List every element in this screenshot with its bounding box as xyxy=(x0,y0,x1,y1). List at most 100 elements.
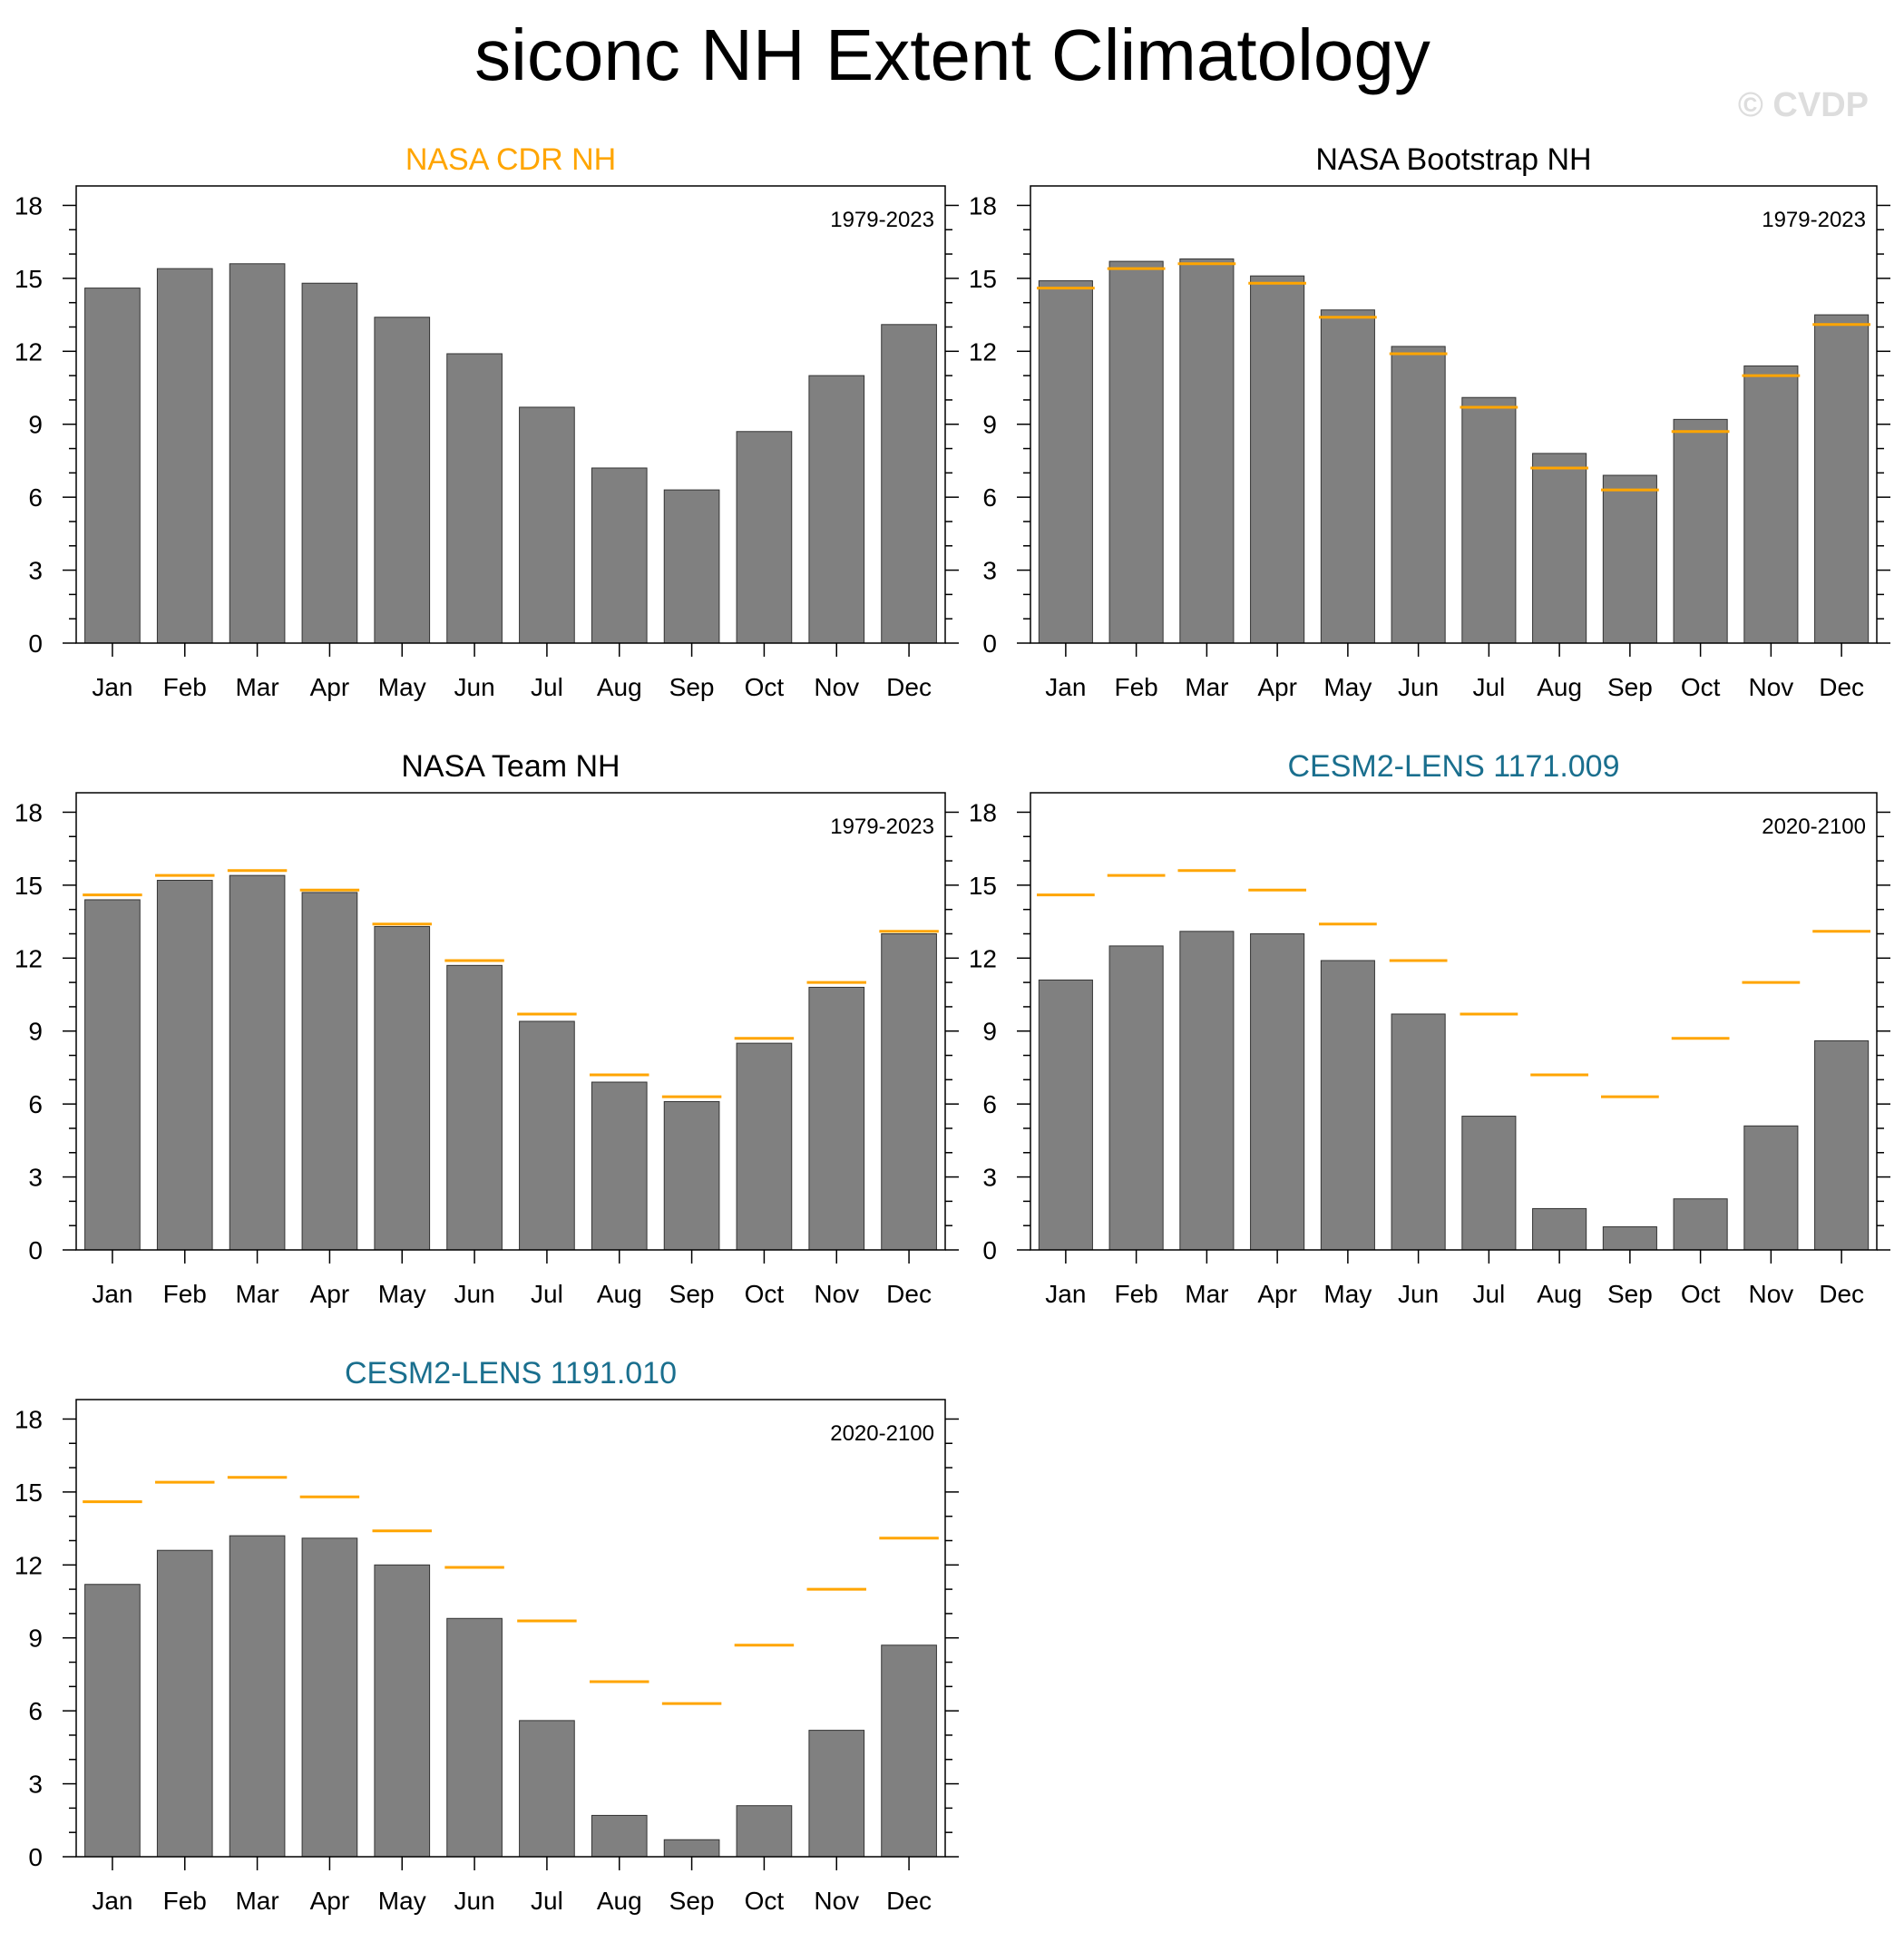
bar-apr xyxy=(301,892,358,1251)
y-tick-label: 15 xyxy=(969,265,997,293)
bar-aug xyxy=(591,1081,648,1251)
bar-jun xyxy=(446,1617,503,1858)
x-tick-label-feb: Feb xyxy=(163,1280,207,1308)
y-tick-label: 18 xyxy=(15,1405,43,1433)
bar-feb xyxy=(156,880,213,1251)
plot-frame xyxy=(75,1399,946,1858)
x-tick-label-jul: Jul xyxy=(531,673,563,701)
y-tick-label: 12 xyxy=(969,337,997,366)
period-label: 1979-2023 xyxy=(830,208,934,232)
x-tick-label-sep: Sep xyxy=(669,673,715,701)
bar-jul xyxy=(1461,1116,1517,1251)
bar-feb xyxy=(1108,945,1164,1251)
y-tick-label: 9 xyxy=(982,1018,997,1046)
bar-jun xyxy=(1391,346,1446,644)
y-tick-label: 9 xyxy=(982,411,997,439)
bar-aug xyxy=(1532,1207,1587,1251)
bar-sep xyxy=(663,1100,720,1251)
x-tick-label-sep: Sep xyxy=(1607,1280,1653,1308)
x-tick-label-jun: Jun xyxy=(454,1887,495,1915)
x-tick-label-feb: Feb xyxy=(163,1887,207,1915)
y-tick-label: 6 xyxy=(28,1697,43,1725)
panel-cesm2-lens-1191-010: CESM2-LENS 1191.010 2020-2100 0 3 6 9 12 15 18 Ja… xyxy=(15,1356,959,1915)
y-tick-label: 3 xyxy=(982,557,997,585)
watermark-text: © CVDP xyxy=(1738,86,1869,124)
bar-mar xyxy=(1179,931,1235,1251)
y-tick-label: 15 xyxy=(15,265,43,293)
y-tick-label: 15 xyxy=(15,872,43,900)
x-tick-label-dec: Dec xyxy=(1819,1280,1864,1308)
bar-feb xyxy=(156,1549,213,1858)
x-tick-label-dec: Dec xyxy=(886,1280,932,1308)
panel-cesm2-lens-1171-009: CESM2-LENS 1171.009 2020-2100 0 3 6 9 12 15 18 Ja… xyxy=(969,749,1890,1308)
x-tick-label-mar: Mar xyxy=(235,1280,278,1308)
y-tick-label: 0 xyxy=(982,629,997,658)
bar-aug xyxy=(591,1814,648,1858)
bar-feb xyxy=(156,268,213,644)
x-tick-label-dec: Dec xyxy=(886,1887,932,1915)
x-tick-label-dec: Dec xyxy=(1819,673,1864,701)
x-tick-label-jun: Jun xyxy=(1398,673,1439,701)
bar-oct xyxy=(736,1042,793,1251)
bar-aug xyxy=(1532,453,1587,644)
x-tick-label-feb: Feb xyxy=(163,673,207,701)
x-tick-label-nov: Nov xyxy=(1748,1280,1793,1308)
panel-nasa-cdr-nh: NASA CDR NH 1979-2023 0 3 6 9 12 15 18 Jan Feb Mar A… xyxy=(15,142,959,701)
figure-title: siconc NH Extent Climatology xyxy=(474,15,1430,95)
period-label: 2020-2100 xyxy=(1762,815,1866,839)
y-tick-label: 12 xyxy=(15,944,43,972)
y-tick-label: 0 xyxy=(28,1843,43,1871)
bar-feb xyxy=(1108,260,1164,644)
bar-dec xyxy=(881,932,937,1251)
bar-jan xyxy=(84,1584,141,1858)
y-tick-label: 3 xyxy=(28,1771,43,1799)
x-tick-label-oct: Oct xyxy=(745,1280,785,1308)
x-tick-label-jan: Jan xyxy=(92,1280,132,1308)
y-tick-label: 6 xyxy=(982,1090,997,1118)
bar-may xyxy=(374,1564,431,1858)
x-tick-label-aug: Aug xyxy=(1537,673,1582,701)
bar-jun xyxy=(446,353,503,644)
y-tick-label: 6 xyxy=(28,1090,43,1118)
y-tick-label: 12 xyxy=(969,944,997,972)
x-tick-label-may: May xyxy=(1323,1280,1372,1308)
x-tick-label-may: May xyxy=(378,673,426,701)
bar-jun xyxy=(1391,1013,1446,1251)
y-tick-label: 18 xyxy=(15,191,43,220)
bar-jul xyxy=(519,1720,575,1858)
x-tick-label-may: May xyxy=(378,1887,426,1915)
panel-title: NASA Team NH xyxy=(401,749,620,784)
x-tick-label-jun: Jun xyxy=(1398,1280,1439,1308)
panel-title: CESM2-LENS 1171.009 xyxy=(1287,749,1619,784)
bar-nov xyxy=(1743,365,1799,644)
y-tick-label: 6 xyxy=(982,483,997,512)
y-tick-label: 3 xyxy=(982,1164,997,1192)
bar-may xyxy=(1320,309,1375,644)
bar-sep xyxy=(1602,1226,1657,1251)
x-tick-label-mar: Mar xyxy=(1185,673,1228,701)
bar-nov xyxy=(1743,1125,1799,1251)
plot-frame xyxy=(1030,792,1878,1251)
panel-nasa-team-nh: NASA Team NH 1979-2023 0 3 6 9 12 15 18 Jan Feb Mar… xyxy=(15,749,959,1308)
panel-title: CESM2-LENS 1191.010 xyxy=(345,1356,677,1391)
x-tick-label-jul: Jul xyxy=(1472,1280,1505,1308)
bar-jul xyxy=(519,1020,575,1251)
bar-dec xyxy=(881,1644,937,1858)
x-tick-label-apr: Apr xyxy=(310,1887,350,1915)
bar-dec xyxy=(1814,314,1870,644)
y-tick-label: 18 xyxy=(15,798,43,826)
x-tick-label-mar: Mar xyxy=(1185,1280,1228,1308)
bar-apr xyxy=(301,282,358,644)
panel-title: NASA CDR NH xyxy=(405,142,616,177)
x-tick-label-aug: Aug xyxy=(597,1887,642,1915)
y-tick-label: 0 xyxy=(982,1236,997,1264)
x-tick-label-feb: Feb xyxy=(1115,1280,1158,1308)
panel-title: NASA Bootstrap NH xyxy=(1315,142,1591,177)
y-tick-label: 18 xyxy=(969,798,997,826)
x-tick-label-oct: Oct xyxy=(745,1887,785,1915)
x-tick-label-sep: Sep xyxy=(1607,673,1653,701)
bar-mar xyxy=(229,874,286,1251)
bar-may xyxy=(374,925,431,1251)
plot-frame xyxy=(1030,185,1878,644)
x-tick-label-mar: Mar xyxy=(235,673,278,701)
